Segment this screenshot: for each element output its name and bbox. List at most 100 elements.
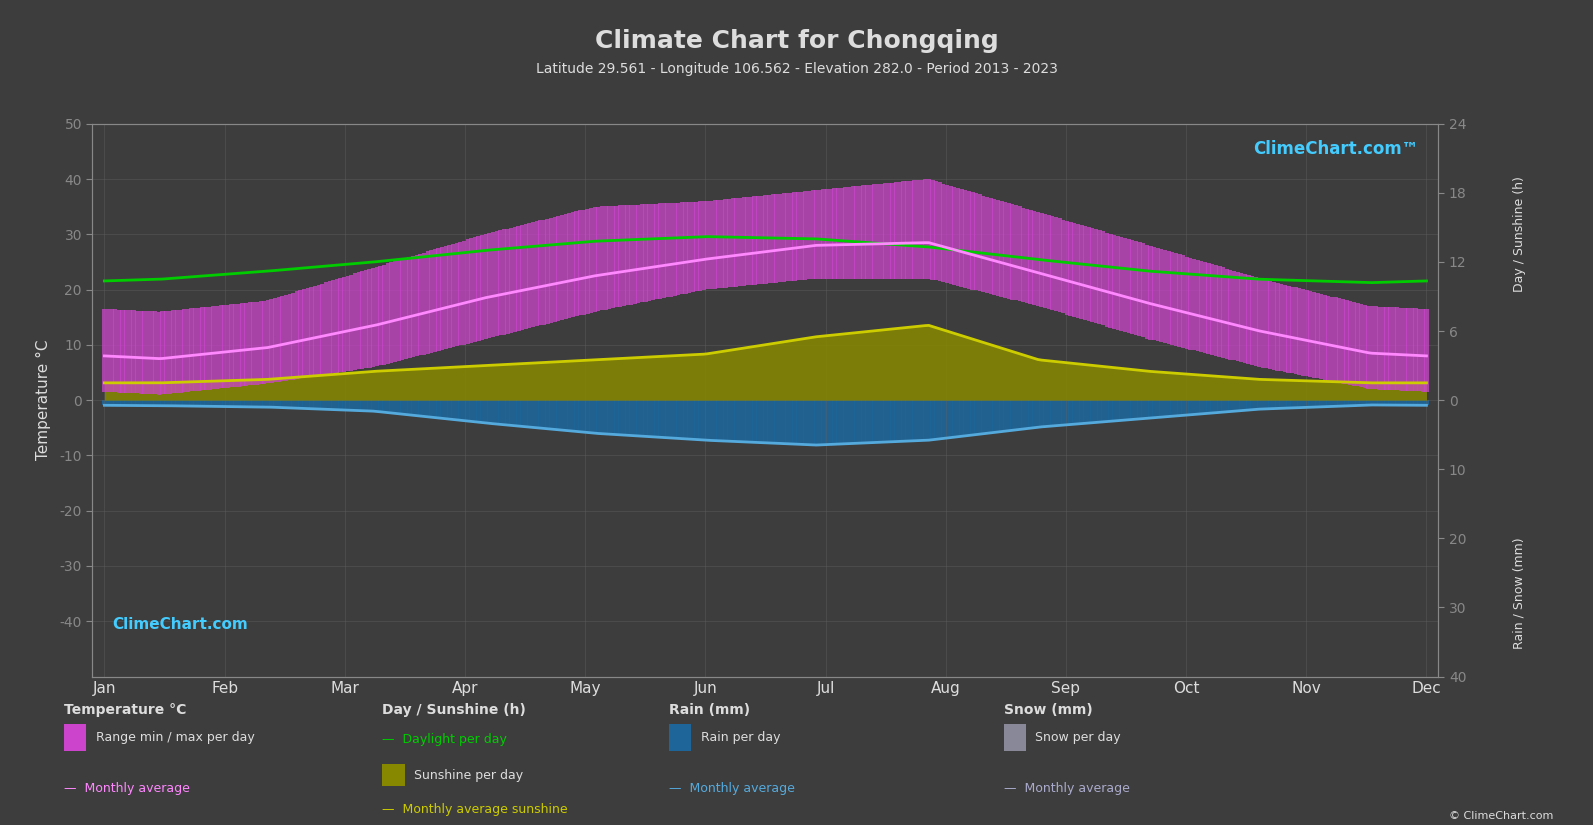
Bar (601, 206, 604, 310)
Bar (720, 400, 723, 441)
Bar (1064, 400, 1069, 425)
Bar (967, 400, 970, 436)
Bar (1392, 307, 1395, 390)
Bar (190, 400, 194, 406)
Bar (763, 400, 768, 443)
Bar (1126, 239, 1131, 333)
Bar (1185, 257, 1188, 349)
Bar (408, 400, 411, 415)
Bar (1265, 280, 1268, 368)
Bar (593, 207, 597, 312)
Bar (691, 202, 695, 292)
Bar (774, 400, 779, 443)
Bar (1348, 301, 1352, 385)
Bar (346, 400, 350, 410)
Bar (1410, 400, 1415, 405)
Bar (530, 222, 535, 328)
Bar (1337, 400, 1341, 406)
Bar (252, 400, 255, 407)
Bar (680, 400, 683, 439)
Bar (1384, 400, 1389, 405)
Bar (948, 186, 953, 284)
Bar (717, 400, 720, 441)
Bar (596, 206, 601, 311)
Bar (1381, 307, 1384, 389)
Bar (760, 196, 765, 284)
Bar (1308, 291, 1313, 377)
Bar (618, 400, 623, 435)
Bar (1305, 400, 1309, 408)
Bar (746, 400, 749, 442)
Bar (244, 303, 249, 386)
Bar (752, 400, 757, 442)
Bar (854, 400, 859, 443)
Bar (647, 400, 652, 436)
Bar (1327, 295, 1330, 380)
Bar (182, 309, 186, 392)
Bar (459, 242, 462, 346)
Bar (494, 231, 499, 337)
Bar (1243, 274, 1247, 363)
Bar (1120, 400, 1123, 421)
Bar (561, 400, 564, 430)
Bar (1024, 400, 1029, 428)
Bar (822, 190, 825, 279)
Bar (814, 400, 819, 445)
Bar (1101, 400, 1106, 422)
Bar (738, 198, 742, 286)
Bar (186, 309, 190, 392)
Bar (237, 304, 241, 386)
Bar (553, 217, 558, 322)
Bar (102, 309, 107, 392)
Bar (978, 400, 981, 434)
Bar (833, 400, 836, 444)
Bar (530, 400, 535, 427)
Bar (828, 400, 833, 445)
Bar (792, 192, 796, 280)
Bar (131, 310, 135, 394)
Bar (999, 400, 1004, 431)
Bar (1120, 237, 1123, 331)
Bar (948, 400, 953, 437)
Bar (789, 192, 793, 281)
Bar (1217, 266, 1222, 357)
Text: —  Monthly average: — Monthly average (1004, 782, 1129, 795)
Bar (752, 196, 757, 285)
Bar (898, 400, 902, 441)
Bar (894, 182, 898, 279)
Bar (448, 245, 451, 348)
Bar (959, 400, 964, 436)
Bar (1047, 400, 1051, 427)
Bar (1311, 400, 1316, 407)
Bar (919, 400, 924, 441)
Bar (494, 400, 499, 424)
Bar (1395, 308, 1400, 390)
Bar (1344, 400, 1349, 406)
Bar (454, 400, 459, 420)
Bar (873, 400, 876, 442)
Bar (683, 202, 688, 294)
Bar (459, 400, 462, 420)
Text: —  Monthly average: — Monthly average (669, 782, 795, 795)
Bar (1174, 253, 1177, 346)
Bar (626, 205, 629, 305)
Bar (1192, 259, 1196, 351)
Bar (1279, 400, 1284, 408)
Bar (255, 302, 260, 384)
Bar (349, 400, 354, 410)
Text: Rain (mm): Rain (mm) (669, 703, 750, 717)
Bar (513, 400, 516, 426)
Bar (953, 400, 956, 437)
Bar (749, 196, 753, 285)
Bar (800, 400, 804, 445)
Bar (110, 400, 113, 405)
Bar (221, 305, 226, 388)
Bar (666, 400, 669, 438)
Bar (277, 400, 280, 408)
Bar (1333, 400, 1338, 406)
Bar (1225, 400, 1228, 412)
Bar (672, 203, 677, 296)
Bar (1301, 400, 1305, 408)
Bar (836, 188, 840, 279)
Bar (320, 284, 325, 375)
